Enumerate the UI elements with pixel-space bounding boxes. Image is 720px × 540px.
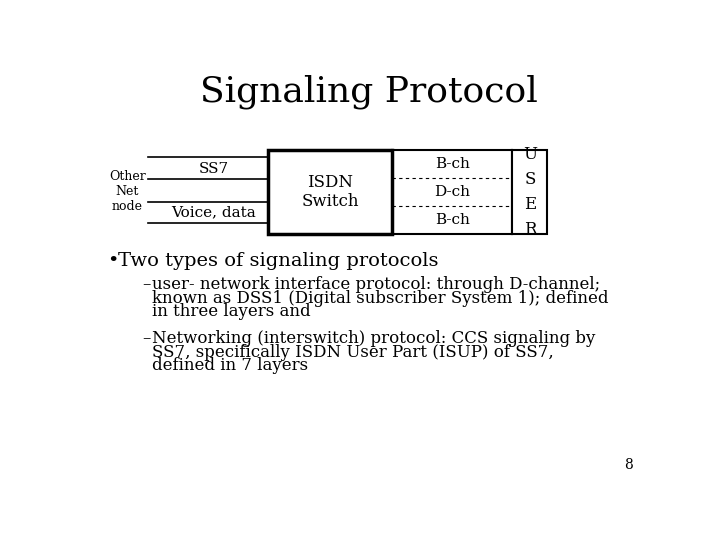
Text: –: – <box>143 276 151 293</box>
Text: in three layers and: in three layers and <box>152 303 310 320</box>
Text: D-ch: D-ch <box>434 185 470 199</box>
Text: SS7: SS7 <box>199 162 229 176</box>
Text: known as DSS1 (Digital subscriber System 1); defined: known as DSS1 (Digital subscriber System… <box>152 289 608 307</box>
Text: ISDN
Switch: ISDN Switch <box>302 173 359 210</box>
Text: defined in 7 layers: defined in 7 layers <box>152 357 308 374</box>
Text: Networking (interswitch) protocol: CCS signaling by: Networking (interswitch) protocol: CCS s… <box>152 329 595 347</box>
Bar <box>513 150 547 234</box>
Text: Two types of signaling protocols: Two types of signaling protocols <box>118 252 438 270</box>
Text: SS7, specifically ISDN User Part (ISUP) of SS7,: SS7, specifically ISDN User Part (ISUP) … <box>152 343 554 361</box>
Text: user- network interface protocol: through D-channel;: user- network interface protocol: throug… <box>152 276 600 293</box>
Text: Other
Net
node: Other Net node <box>109 170 145 213</box>
Text: •: • <box>107 252 118 270</box>
Text: U
S
E
R: U S E R <box>523 146 537 238</box>
Text: B-ch: B-ch <box>435 157 469 171</box>
Text: Voice, data: Voice, data <box>171 206 256 220</box>
Text: 8: 8 <box>624 458 632 472</box>
Text: B-ch: B-ch <box>435 213 469 227</box>
Bar <box>269 150 392 234</box>
Text: Signaling Protocol: Signaling Protocol <box>200 75 538 109</box>
Text: –: – <box>143 329 151 347</box>
